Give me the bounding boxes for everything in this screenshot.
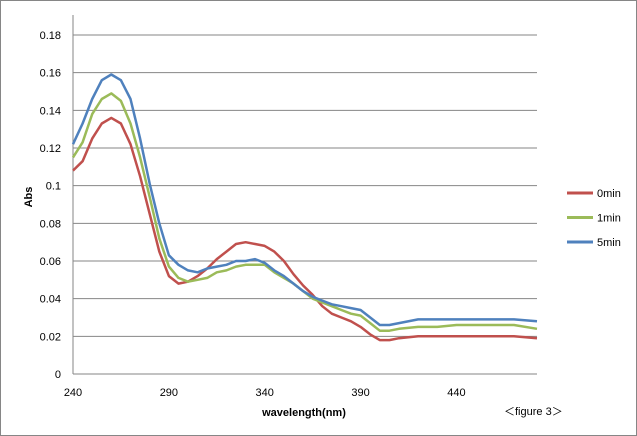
- y-tick-label: 0.04: [40, 294, 61, 306]
- y-tick-label: 0.08: [40, 218, 61, 230]
- y-tick-label: 0.14: [40, 105, 61, 117]
- y-tick-label: 0.02: [40, 331, 61, 343]
- x-tick-label: 440: [447, 387, 465, 399]
- y-tick-label: 0.1: [46, 181, 61, 193]
- y-tick-label: 0.18: [40, 30, 61, 42]
- legend: 0min 1min 5min: [567, 188, 621, 249]
- series-line-5min: [71, 73, 538, 327]
- y-tick-labels: 0 0.02 0.04 0.06 0.08 0.1 0.12 0.14 0.16 0.18: [40, 30, 61, 381]
- legend-label: 1min: [597, 213, 621, 225]
- y-tick-label: 0.12: [40, 143, 61, 155]
- figure-annotation: ＜figure 3＞: [504, 406, 563, 418]
- y-tick-label: 0.06: [40, 256, 61, 268]
- legend-label: 0min: [597, 188, 621, 200]
- y-tick-label: 0.16: [40, 68, 61, 80]
- x-tick-labels: 240 290 340 390 440: [64, 387, 466, 399]
- series-lines: [71, 73, 538, 342]
- legend-label: 5min: [597, 237, 621, 249]
- y-axis-title: Abs: [23, 187, 35, 208]
- series-line-0min: [72, 116, 538, 342]
- x-tick-label: 290: [160, 387, 178, 399]
- series-line-1min: [71, 92, 538, 332]
- y-tick-label: 0: [55, 369, 61, 381]
- x-axis-title: wavelength(nm): [261, 407, 346, 419]
- x-tick-label: 390: [351, 387, 369, 399]
- x-tick-label: 340: [256, 387, 274, 399]
- x-tick-label: 240: [64, 387, 82, 399]
